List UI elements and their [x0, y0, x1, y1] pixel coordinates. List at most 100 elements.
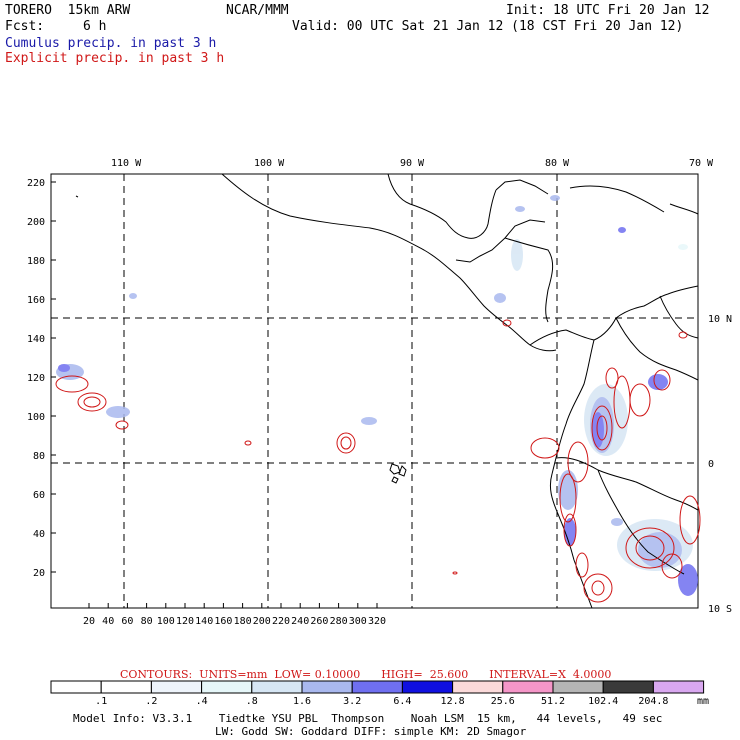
explicit-precip-contours: [55, 319, 701, 603]
contour: [653, 369, 671, 391]
colorbar-swatch: [351, 680, 403, 694]
colorbar-swatch: [502, 680, 554, 694]
contour: [336, 432, 356, 454]
lon-label-100w: 100 W: [254, 158, 285, 169]
precip-patch: [129, 293, 137, 299]
y-tick-label: 20: [33, 568, 45, 579]
yucatan: [495, 179, 549, 195]
y-tick-label: 220: [27, 178, 45, 189]
contour: [563, 513, 577, 547]
precip-patch: [611, 518, 623, 526]
x-tick-label: 20: [83, 616, 95, 627]
colorbar-label: 25.6: [491, 696, 515, 707]
colorbar-swatch: [50, 680, 102, 694]
x-tick-label: 200: [253, 616, 271, 627]
model-title: TORERO 15km ARW: [5, 3, 131, 18]
contour: [83, 396, 101, 408]
lat-label-0: 0: [708, 459, 714, 470]
colorbar-label: 51.2: [541, 696, 565, 707]
south-america-north-coast: [615, 285, 699, 319]
precip-patch: [648, 374, 668, 390]
panama: [529, 317, 617, 346]
lat-label-10s: 10 S: [708, 604, 732, 615]
islands-baja: [75, 195, 79, 198]
colorbar-swatch: [301, 680, 353, 694]
colorbar-label: .4: [196, 696, 208, 707]
colorbar-swatch: [150, 680, 203, 694]
contour: [679, 495, 701, 545]
x-tick-label: 260: [310, 616, 328, 627]
forecast-label: Fcst:: [5, 19, 45, 34]
lon-label-80w: 80 W: [545, 158, 570, 169]
latlon-grid: [51, 174, 698, 608]
central-america-border: [455, 219, 546, 263]
colombia-border: [615, 317, 699, 381]
precip-patch: [515, 206, 525, 212]
precip-patch: [550, 195, 560, 201]
colorbar-label: .1: [95, 696, 107, 707]
y-tick-label: 100: [27, 412, 45, 423]
x-tick-label: 80: [141, 616, 153, 627]
x-tick-label: 240: [291, 616, 309, 627]
honduras-coast: [504, 237, 554, 323]
cuba: [569, 185, 665, 213]
contour: [340, 436, 352, 450]
precip-patch: [564, 518, 576, 546]
galapagos-3: [391, 476, 399, 484]
x-tick-label: 160: [214, 616, 232, 627]
y-axis-ticks: 220 200 180 160 140 120 100 80 60 40 20: [27, 178, 56, 579]
y-tick-label: 140: [27, 334, 45, 345]
x-tick-label: 120: [176, 616, 194, 627]
contour: [596, 415, 608, 441]
precip-patch: [558, 470, 578, 510]
x-axis-ticks: 20 40 60 80 100 120 140 160 180 200 220 240 260 280 30…: [83, 603, 386, 627]
map-frame: [50, 173, 699, 609]
colorbar-swatch: [100, 680, 152, 694]
colorbar-label: .8: [246, 696, 258, 707]
precip-patch: [678, 564, 698, 596]
precip-patch: [618, 227, 626, 233]
contour: [55, 375, 89, 393]
contour: [452, 571, 458, 575]
contour: [502, 319, 512, 327]
contour: [575, 552, 589, 578]
y-tick-label: 60: [33, 490, 45, 501]
contour: [678, 331, 688, 339]
contour: [115, 420, 129, 430]
contour: [635, 535, 665, 561]
precip-patch: [638, 532, 682, 568]
contour: [77, 392, 107, 412]
y-tick-label: 160: [27, 295, 45, 306]
model-info-line2: LW: Godd SW: Goddard DIFF: simple KM: 2D…: [215, 725, 527, 738]
contour: [625, 527, 675, 569]
precip-patch: [678, 244, 688, 250]
contour: [661, 553, 683, 579]
lon-label-110w: 110 W: [111, 158, 142, 169]
precip-patch: [511, 239, 523, 271]
gulf-coast: [387, 173, 497, 239]
colorbar-label: 204.8: [638, 696, 668, 707]
colorbar-label: 1.6: [293, 696, 311, 707]
colorbar-swatch: [401, 680, 454, 694]
hispaniola: [669, 203, 699, 215]
south-america-west-coast: [549, 339, 595, 609]
colorbar-swatch: [251, 680, 303, 694]
contour-info: CONTOURS: UNITS=mm LOW= 0.10000 HIGH= 25…: [120, 668, 612, 681]
precip-patch: [106, 406, 130, 418]
x-tick-label: 300: [349, 616, 367, 627]
x-tick-label: 40: [102, 616, 114, 627]
colorbar-swatch: [652, 680, 705, 694]
lat-label-10n: 10 N: [708, 314, 732, 325]
colorbar-swatch: [452, 680, 504, 694]
venezuela-coast: [659, 295, 699, 339]
valid-time: Valid: 00 UTC Sat 21 Jan 12 (18 CST Fri …: [292, 19, 684, 34]
x-tick-label: 220: [272, 616, 290, 627]
cumulus-precip-shading: [56, 195, 698, 596]
y-tick-label: 120: [27, 373, 45, 384]
legend-explicit: Explicit precip. in past 3 h: [5, 51, 225, 66]
colorbar-unit: mm: [697, 696, 709, 707]
contour: [244, 440, 252, 446]
contour: [629, 383, 651, 417]
x-tick-label: 320: [368, 616, 386, 627]
